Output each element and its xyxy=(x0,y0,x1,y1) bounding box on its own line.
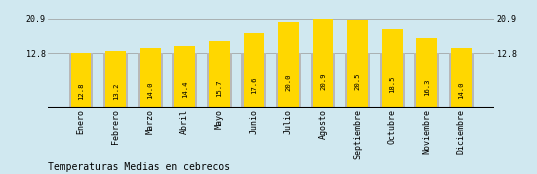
Bar xyxy=(69,53,93,108)
Bar xyxy=(209,41,230,108)
Bar xyxy=(172,53,197,108)
Bar xyxy=(449,53,474,108)
Text: 15.7: 15.7 xyxy=(216,79,222,97)
Bar xyxy=(382,29,403,108)
Text: 20.0: 20.0 xyxy=(286,73,292,91)
Bar xyxy=(278,22,299,108)
Bar xyxy=(276,53,301,108)
Text: 16.3: 16.3 xyxy=(424,78,430,96)
Bar xyxy=(345,53,370,108)
Text: 12.8: 12.8 xyxy=(78,83,84,100)
Bar xyxy=(175,46,195,108)
Bar xyxy=(242,53,266,108)
Bar xyxy=(137,53,163,108)
Bar xyxy=(347,20,368,108)
Bar xyxy=(380,53,405,108)
Bar xyxy=(451,48,471,108)
Bar xyxy=(243,33,264,108)
Bar xyxy=(71,53,91,108)
Text: Temperaturas Medias en cebrecos: Temperaturas Medias en cebrecos xyxy=(48,162,230,172)
Text: 14.0: 14.0 xyxy=(459,81,465,99)
Text: 17.6: 17.6 xyxy=(251,77,257,94)
Text: 13.2: 13.2 xyxy=(113,82,119,100)
Bar xyxy=(105,52,126,108)
Bar xyxy=(103,53,128,108)
Text: 20.5: 20.5 xyxy=(354,73,361,90)
Text: 14.4: 14.4 xyxy=(182,81,188,98)
Bar xyxy=(310,53,336,108)
Bar xyxy=(207,53,232,108)
Bar xyxy=(313,19,333,108)
Text: 20.9: 20.9 xyxy=(320,72,326,90)
Text: 14.0: 14.0 xyxy=(147,81,153,99)
Bar xyxy=(415,53,439,108)
Bar xyxy=(416,38,437,108)
Text: 18.5: 18.5 xyxy=(389,75,395,93)
Bar xyxy=(140,48,161,108)
